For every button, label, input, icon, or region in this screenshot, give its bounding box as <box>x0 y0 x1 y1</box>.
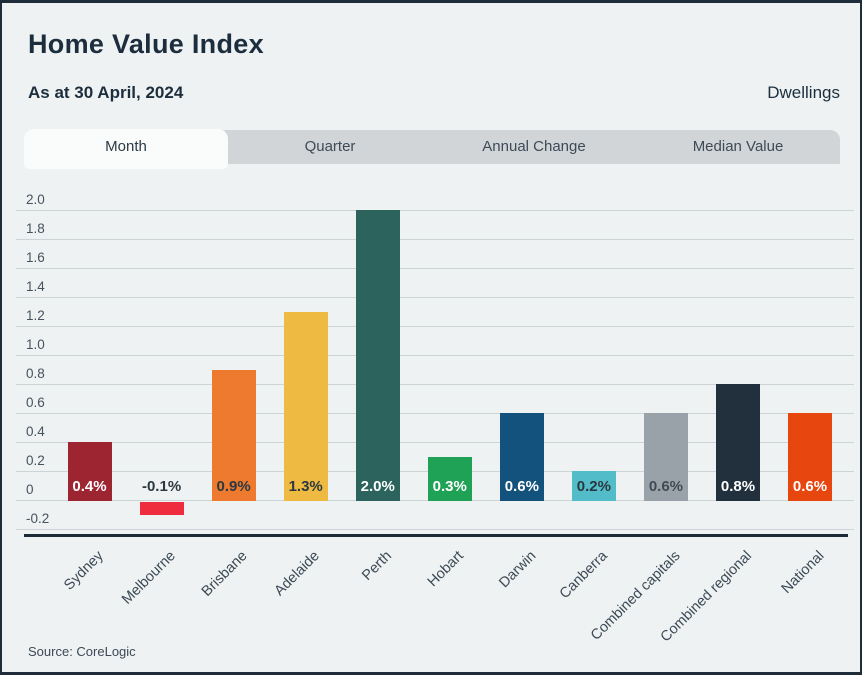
y-tick-label: 0.2 <box>26 453 45 468</box>
category-label: Combined capitals <box>587 548 684 644</box>
y-tick-label: 2.0 <box>26 192 45 207</box>
bar[interactable] <box>283 311 328 501</box>
source-caption: Source: CoreLogic <box>28 644 136 659</box>
bar[interactable] <box>355 210 400 501</box>
bar[interactable] <box>571 471 616 501</box>
as-at-date-label: As at 30 April, 2024 <box>28 83 184 102</box>
bar[interactable] <box>67 442 112 501</box>
category-label: Adelaide <box>271 548 324 600</box>
y-tick-label: 1.6 <box>26 250 45 265</box>
tab-annual-change[interactable]: Annual Change <box>482 138 586 155</box>
y-gridline <box>16 326 854 327</box>
bar[interactable] <box>643 413 688 501</box>
y-gridline <box>16 355 854 356</box>
page-title: Home Value Index <box>28 29 264 59</box>
category-label: National <box>778 548 828 597</box>
bar[interactable] <box>715 384 760 501</box>
category-label: Sydney <box>61 548 107 594</box>
y-gridline <box>16 210 854 211</box>
bar[interactable] <box>211 369 256 501</box>
y-tick-label: -0.2 <box>26 511 50 526</box>
y-tick-label: 0 <box>26 482 34 497</box>
bar[interactable] <box>788 413 833 501</box>
y-gridline <box>16 268 854 269</box>
category-label: Melbourne <box>119 548 179 608</box>
tab-median-value[interactable]: Median Value <box>692 138 784 155</box>
y-tick-label: 1.0 <box>26 337 45 352</box>
bar[interactable] <box>427 456 472 501</box>
y-gridline <box>16 297 854 298</box>
dwellings-label: Dwellings <box>767 83 840 102</box>
category-label: Hobart <box>425 548 468 591</box>
category-label: Darwin <box>495 548 540 592</box>
y-tick-label: 0.4 <box>26 424 45 439</box>
y-tick-label: 0.8 <box>26 366 45 381</box>
category-label: Canberra <box>557 548 612 603</box>
y-tick-label: 0.6 <box>26 395 45 410</box>
y-gridline <box>16 239 854 240</box>
y-tick-label: 1.8 <box>26 221 45 236</box>
chart-plot-area: 2.0 1.8 1.6 1.4 1.2 1.0 0.8 0.6 0.4 0.2 0 -0.2 0.4% S… <box>2 3 860 672</box>
tab-month[interactable]: Month <box>24 129 228 169</box>
bar[interactable] <box>499 413 544 501</box>
category-label: Brisbane <box>199 548 251 600</box>
bar[interactable] <box>139 502 184 515</box>
bar-value-label: -0.1% <box>141 478 182 495</box>
y-tick-label: 1.4 <box>26 279 45 294</box>
y-gridline <box>16 529 854 530</box>
y-tick-label: 1.2 <box>26 308 45 323</box>
tab-quarter[interactable]: Quarter <box>304 138 356 155</box>
category-label: Perth <box>359 548 396 584</box>
category-label: Combined regional <box>657 548 756 646</box>
tab-bar: Month Quarter Annual Change Median Value <box>24 129 840 169</box>
x-axis-line <box>24 534 848 537</box>
